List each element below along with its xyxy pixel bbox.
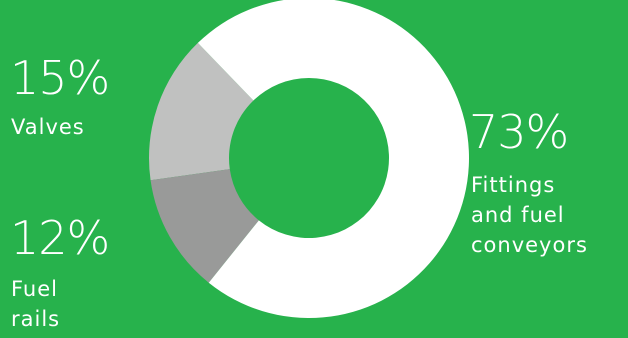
slice-fuel-rails-label: Fuel rails: [11, 277, 61, 331]
slice-valves: [149, 42, 254, 181]
slice-fittings-percent: 73%: [469, 105, 569, 159]
slice-fuel-rails: [150, 169, 259, 283]
slice-fittings-label: Fittings and fuel conveyors: [471, 173, 588, 257]
slice-fuel-rails-percent: 12%: [10, 211, 110, 265]
slice-valves-label: Valves: [11, 115, 85, 139]
slice-fittings-and-fuel-conveyors: [197, 0, 469, 318]
slice-valves-percent: 15%: [10, 51, 110, 105]
